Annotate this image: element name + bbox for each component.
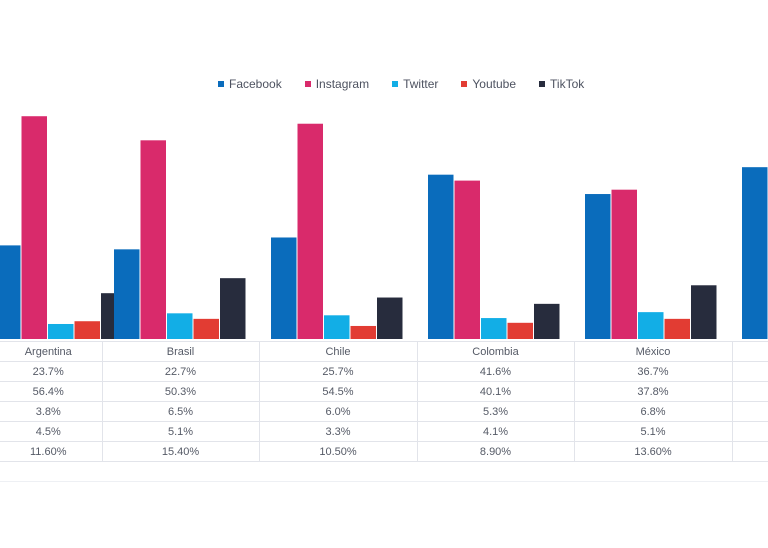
bar-brasil-twitter — [167, 313, 193, 339]
data-label-mexico-instagram: 37.8% — [574, 381, 733, 402]
legend-swatch — [218, 81, 224, 87]
data-label-mexico-tiktok: 13.60% — [574, 441, 733, 462]
bar-brasil-facebook — [114, 249, 140, 339]
table-row-youtube: 4.5% 5.1% 3.3% 4.1% 5.1% — [0, 421, 768, 442]
tick-label-mexico: México — [574, 341, 733, 362]
tick-label-colombia: Colombia — [417, 341, 575, 362]
data-label-chile-facebook: 25.7% — [259, 361, 418, 382]
data-label-argentina-instagram: 56.4% — [0, 381, 103, 402]
bar-mexico-instagram — [611, 189, 637, 339]
data-label-colombia-twitter: 5.3% — [417, 401, 575, 422]
legend-item-facebook: Facebook — [218, 77, 282, 91]
bar-colombia-youtube — [507, 322, 533, 339]
data-label-brasil-youtube: 5.1% — [102, 421, 260, 442]
bar-brasil-youtube — [193, 318, 219, 339]
bar-mexico-tiktok — [691, 285, 717, 339]
table-row-facebook: 23.7% 22.7% 25.7% 41.6% 36.7% — [0, 361, 768, 382]
bar-argentina-facebook — [0, 245, 21, 339]
data-label-chile-tiktok: 10.50% — [259, 441, 418, 462]
tick-label-chile: Chile — [259, 341, 418, 362]
data-label-extra-youtube — [732, 421, 768, 442]
legend-label: Youtube — [472, 77, 517, 91]
table-row-instagram: 56.4% 50.3% 54.5% 40.1% 37.8% — [0, 381, 768, 402]
legend-item-youtube: Youtube — [461, 77, 516, 91]
data-label-extra-facebook — [732, 361, 768, 382]
bar-argentina-twitter — [48, 323, 74, 339]
bar-extra-facebook — [742, 167, 768, 339]
data-label-chile-youtube: 3.3% — [259, 421, 418, 442]
bar-chile-facebook — [271, 237, 297, 339]
data-label-brasil-twitter: 6.5% — [102, 401, 260, 422]
tick-label-brasil: Brasil — [102, 341, 260, 362]
table-header-row: Argentina Brasil Chile Colombia México — [0, 341, 768, 362]
legend-item-tiktok: TikTok — [539, 77, 584, 91]
bottom-divider — [0, 481, 768, 482]
data-label-brasil-tiktok: 15.40% — [102, 441, 260, 462]
data-label-chile-instagram: 54.5% — [259, 381, 418, 402]
bar-colombia-twitter — [481, 318, 507, 339]
legend-swatch — [392, 81, 399, 87]
bar-mexico-youtube — [664, 318, 690, 339]
data-label-mexico-youtube: 5.1% — [574, 421, 733, 442]
data-label-argentina-facebook: 23.7% — [0, 361, 103, 382]
bar-mexico-twitter — [638, 312, 664, 339]
data-label-argentina-twitter: 3.8% — [0, 401, 103, 422]
legend-label: Twitter — [403, 77, 439, 91]
data-label-extra-tiktok — [732, 441, 768, 462]
legend-swatch — [539, 81, 546, 87]
table-row-twitter: 3.8% 6.5% 6.0% 5.3% 6.8% — [0, 401, 768, 422]
data-label-extra-twitter — [732, 401, 768, 422]
tick-label-argentina: Argentina — [0, 341, 103, 362]
data-table: Argentina Brasil Chile Colombia México 23.7% 2… — [0, 341, 768, 462]
chart-legend: Facebook Instagram Twitter Youtube TikTok — [218, 77, 607, 91]
data-label-colombia-instagram: 40.1% — [417, 381, 575, 402]
bar-colombia-instagram — [454, 180, 480, 339]
data-label-chile-twitter: 6.0% — [259, 401, 418, 422]
bar-colombia-facebook — [428, 174, 454, 339]
table-row-tiktok: 11.60% 15.40% 10.50% 8.90% 13.60% — [0, 441, 768, 462]
legend-swatch — [304, 81, 311, 87]
tick-label-extra — [732, 341, 768, 362]
data-label-argentina-tiktok: 11.60% — [0, 441, 103, 462]
data-label-mexico-facebook: 36.7% — [574, 361, 733, 382]
bar-chart — [0, 116, 768, 339]
data-label-colombia-facebook: 41.6% — [417, 361, 575, 382]
legend-label: Instagram — [315, 77, 370, 91]
legend-label: Facebook — [229, 77, 282, 91]
bar-chile-instagram — [297, 123, 323, 339]
legend-item-instagram: Instagram — [304, 77, 370, 91]
bar-chile-tiktok — [377, 297, 403, 339]
bar-mexico-facebook — [585, 194, 611, 339]
data-label-colombia-youtube: 4.1% — [417, 421, 575, 442]
data-label-mexico-twitter: 6.8% — [574, 401, 733, 422]
data-label-argentina-youtube: 4.5% — [0, 421, 103, 442]
bar-chile-twitter — [324, 315, 350, 339]
bar-argentina-youtube — [74, 321, 100, 339]
bar-argentina-instagram — [21, 116, 47, 339]
bar-brasil-tiktok — [220, 278, 246, 339]
legend-item-twitter: Twitter — [392, 77, 438, 91]
data-label-brasil-instagram: 50.3% — [102, 381, 260, 402]
legend-swatch — [461, 81, 468, 87]
bar-colombia-tiktok — [534, 303, 560, 339]
data-label-brasil-facebook: 22.7% — [102, 361, 260, 382]
legend-label: TikTok — [550, 77, 585, 91]
data-label-extra-instagram — [732, 381, 768, 402]
bar-brasil-instagram — [140, 140, 166, 339]
bar-chile-youtube — [350, 325, 376, 339]
data-label-colombia-tiktok: 8.90% — [417, 441, 575, 462]
